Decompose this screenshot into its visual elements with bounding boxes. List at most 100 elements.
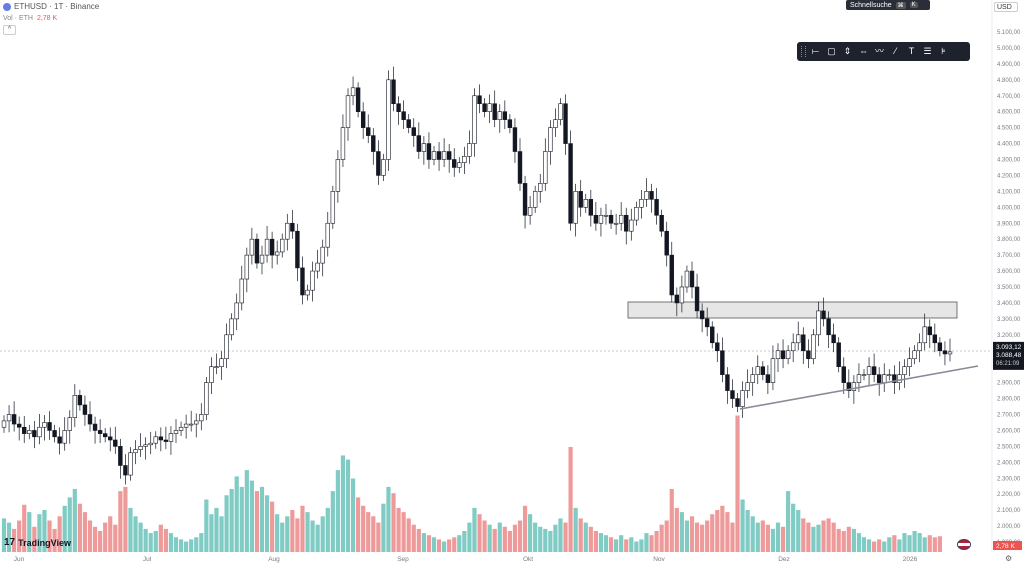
y-tick-label: 2.400,00 [997,460,1021,466]
volume-bar [447,539,452,552]
candle-body [851,382,857,391]
rectangle-icon[interactable]: ▢ [827,46,836,56]
symbol-label[interactable]: ETHUSD · 1T · Binance [14,2,100,11]
y-tick-label: 2.300,00 [997,476,1021,482]
candle-body [355,87,361,112]
tradingview-mark: 17 [4,537,16,548]
volume-bar [467,522,472,552]
volume-bar [87,520,93,552]
volume-bar [487,524,492,552]
drawing-toolbar: ⟝ ▢ ⇕ ⇔ 〰 ⁄ T ☰ ⊧ [797,42,970,61]
candle-body [583,199,588,208]
candle-body [912,350,917,360]
y-tick-label: 4.800,00 [997,78,1021,84]
candle-body [634,207,639,221]
current-price-badge [993,341,1024,370]
candle-body [932,334,938,344]
volume-bar [558,518,563,552]
text-icon[interactable]: T [908,46,915,56]
candle-body [22,426,27,434]
currency-selector[interactable]: USD [994,2,1018,12]
volume-bar [401,512,406,552]
y-tick-label: 4.600,00 [997,110,1021,116]
volume-bar [760,520,765,552]
tradingview-logo[interactable]: 17 TradingView [4,537,71,548]
volume-bar [143,528,148,552]
long-position-icon[interactable]: ☰ [923,46,932,56]
candle-body [188,423,194,426]
candle-body [750,374,755,383]
path-icon[interactable]: 〰 [874,46,884,56]
candle-body [143,444,148,447]
candle-body [335,159,341,192]
candle-body [856,374,862,383]
date-range-icon[interactable]: ⇔ [859,46,868,56]
volume-bar [649,535,654,552]
volume-bar [765,524,770,552]
x-tick-label: 2026 [903,556,918,563]
quicksearch-button[interactable]: Schnellsuche ⌘ K [846,0,930,10]
quicksearch-kbd-k: K [909,2,918,8]
ascending-trendline [739,365,979,410]
volume-bar [528,514,533,552]
volume-bar [462,531,467,552]
horizontal-ray-icon[interactable]: ⟝ [811,46,820,56]
volume-bar [153,531,158,552]
y-tick-label: 2.500,00 [997,444,1021,450]
y-tick-label: 4.400,00 [997,142,1021,148]
candle-body [300,267,305,296]
price-range-icon[interactable]: ⇕ [843,46,852,56]
candle-body [593,214,599,224]
candle-body [831,334,836,344]
candle-body [502,111,508,120]
volume-bar [700,524,705,552]
candle-body [482,103,487,112]
candle-body [477,95,482,105]
candle-body [67,417,72,431]
volume-bar [77,503,82,552]
volume-bar [917,533,922,552]
y-tick-label: 5.100,00 [997,30,1021,36]
volume-bar [502,526,507,552]
candle-body [836,342,841,367]
volume-bar [836,528,841,552]
us-flag-icon[interactable] [957,539,971,550]
volume-bar [583,522,588,552]
candle-body [745,382,750,391]
volume-bar [442,541,447,552]
candle-body [811,334,816,360]
candle-body [538,183,543,192]
candle-body [796,334,801,344]
candle-body [715,342,720,352]
volume-bar [507,531,512,552]
settings-gear-icon[interactable]: ⚙ [1005,554,1013,563]
volume-bar [345,459,351,552]
candle-body [315,262,320,272]
volume-bar [578,518,583,552]
candle-body [563,103,568,144]
symbol-header[interactable]: ETHUSD · 1T · Binance [3,2,99,11]
candle-body [32,430,37,438]
drag-handle-icon[interactable] [801,46,806,57]
volume-bar [472,507,477,552]
volume-axis-badge [993,541,1022,550]
volume-bar [659,524,664,552]
trend-line-icon[interactable]: ⁄ [894,46,897,56]
volume-bar [199,533,204,552]
volume-bar [52,528,57,552]
volume-bar [786,491,791,552]
fib-icon[interactable]: ⊧ [941,46,946,56]
volume-bar [588,526,593,552]
candle-body [588,199,594,216]
candle-body [725,374,730,391]
candle-body [689,270,695,288]
collapse-legend-button[interactable]: ^ [3,25,16,35]
candle-body [421,143,427,152]
candle-body [163,439,169,442]
y-tick-label: 2.900,00 [997,381,1021,387]
volume-bar [366,512,371,552]
candle-body [720,350,725,375]
candle-body [325,222,330,248]
volume-bar [482,520,487,552]
